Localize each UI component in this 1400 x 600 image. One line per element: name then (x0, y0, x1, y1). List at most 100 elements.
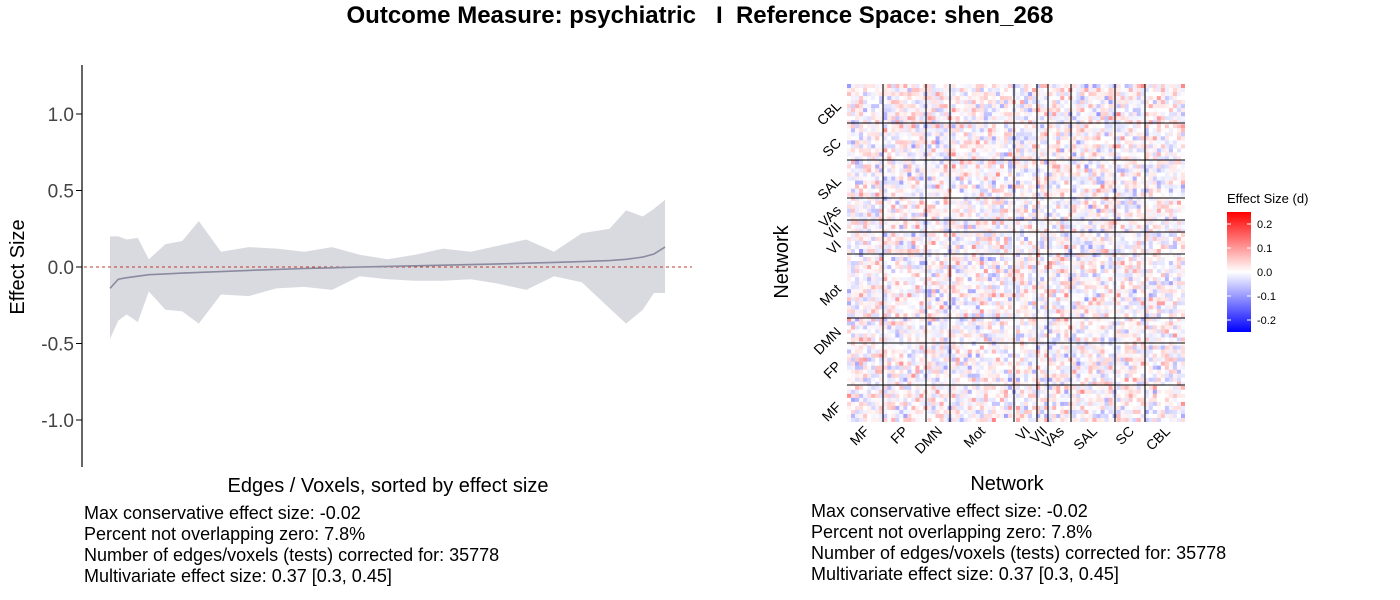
heatmap-cell (1168, 309, 1173, 314)
heatmap-cell (1160, 112, 1165, 117)
heatmap-cell (867, 156, 872, 161)
heatmap-cell (1052, 112, 1057, 117)
heatmap-cell (1028, 128, 1033, 133)
heatmap-cell (855, 156, 860, 161)
heatmap-cell (1016, 208, 1021, 213)
heatmap-cell (1120, 212, 1125, 217)
heatmap-cell (915, 309, 920, 314)
heatmap-cell (851, 228, 856, 233)
heatmap-cell (1084, 124, 1089, 129)
heatmap-cell (1032, 172, 1037, 177)
heatmap-cell (1028, 92, 1033, 97)
heatmap-cell (967, 132, 972, 137)
heatmap-cell (1156, 317, 1161, 322)
heatmap-cell (1007, 160, 1012, 165)
heatmap-cell (1076, 305, 1081, 310)
heatmap-cell (1180, 321, 1185, 326)
heatmap-cell (983, 253, 988, 258)
heatmap-cell (867, 265, 872, 270)
heatmap-cell (1072, 104, 1077, 109)
heatmap-cell (1076, 104, 1081, 109)
heatmap-cell (935, 168, 940, 173)
heatmap-cell (1072, 208, 1077, 213)
heatmap-cell (1120, 220, 1125, 225)
heatmap-cell (967, 261, 972, 266)
heatmap-cell (1003, 136, 1008, 141)
heatmap-cell (1144, 313, 1149, 318)
heatmap-cell (1152, 204, 1157, 209)
heatmap-cell (903, 253, 908, 258)
heatmap-cell (1136, 337, 1141, 342)
heatmap-cell (1128, 92, 1133, 97)
heatmap-cell (879, 112, 884, 117)
heatmap-cell (1132, 176, 1137, 181)
heatmap-cell (987, 281, 992, 286)
heatmap-cell (1140, 168, 1145, 173)
heatmap-cell (1060, 220, 1065, 225)
heatmap-cell (847, 160, 852, 165)
heatmap-cell (1164, 325, 1169, 330)
heatmap-cell (1180, 208, 1185, 213)
heatmap-cell (939, 301, 944, 306)
heatmap-cell (1168, 180, 1173, 185)
heatmap-cell (1104, 116, 1109, 121)
heatmap-cell (1164, 257, 1169, 262)
heatmap-cell (959, 124, 964, 129)
heatmap-cell (847, 88, 852, 93)
heatmap-cell (1120, 204, 1125, 209)
heatmap-cell (1128, 273, 1133, 278)
heatmap-cell (899, 353, 904, 358)
heatmap-cell (943, 172, 948, 177)
heatmap-cell (1116, 104, 1121, 109)
heatmap-cell (999, 309, 1004, 314)
heatmap-cell (1156, 188, 1161, 193)
heatmap-cell (1096, 204, 1101, 209)
heatmap-cell (863, 112, 868, 117)
heatmap-cell (1176, 325, 1181, 330)
heatmap-cell (863, 236, 868, 241)
heatmap-cell (915, 208, 920, 213)
heatmap-cell (927, 317, 932, 322)
heatmap-cell (1108, 148, 1113, 153)
heatmap-cell (1180, 224, 1185, 229)
heatmap-cell (935, 349, 940, 354)
heatmap-cell (863, 120, 868, 125)
heatmap-cell (899, 293, 904, 298)
heatmap-cell (875, 160, 880, 165)
heatmap-cell (875, 325, 880, 330)
heatmap-cell (1120, 192, 1125, 197)
heatmap-cell (1156, 253, 1161, 258)
heatmap-cell (895, 321, 900, 326)
heatmap-cell (895, 132, 900, 137)
heatmap-cell (1064, 148, 1069, 153)
heatmap-cell (1096, 212, 1101, 217)
heatmap-cell (875, 293, 880, 298)
heatmap-cell (1108, 124, 1113, 129)
heatmap-cell (1100, 84, 1105, 89)
heatmap-cell (1076, 180, 1081, 185)
heatmap-cell (1088, 156, 1093, 161)
heatmap-cell (987, 337, 992, 342)
heatmap-cell (855, 281, 860, 286)
heatmap-cell (991, 329, 996, 334)
heatmap-cell (875, 321, 880, 326)
heatmap-cell (1024, 281, 1029, 286)
heatmap-cell (1144, 353, 1149, 358)
heatmap-cell (1144, 253, 1149, 258)
heatmap-cell (1132, 128, 1137, 133)
heatmap-cell (959, 232, 964, 237)
heatmap-cell (847, 289, 852, 294)
heatmap-cell (859, 208, 864, 213)
heatmap-cell (963, 236, 968, 241)
heatmap-cell (987, 321, 992, 326)
heatmap-cell (959, 333, 964, 338)
heatmap-cell (1108, 261, 1113, 266)
heatmap-cell (1007, 285, 1012, 290)
heatmap-cell (979, 128, 984, 133)
heatmap-cell (991, 140, 996, 145)
heatmap-cell (1100, 180, 1105, 185)
heatmap-cell (1144, 172, 1149, 177)
heatmap-cell (1140, 212, 1145, 217)
heatmap-cell (987, 116, 992, 121)
heatmap-cell (863, 164, 868, 169)
